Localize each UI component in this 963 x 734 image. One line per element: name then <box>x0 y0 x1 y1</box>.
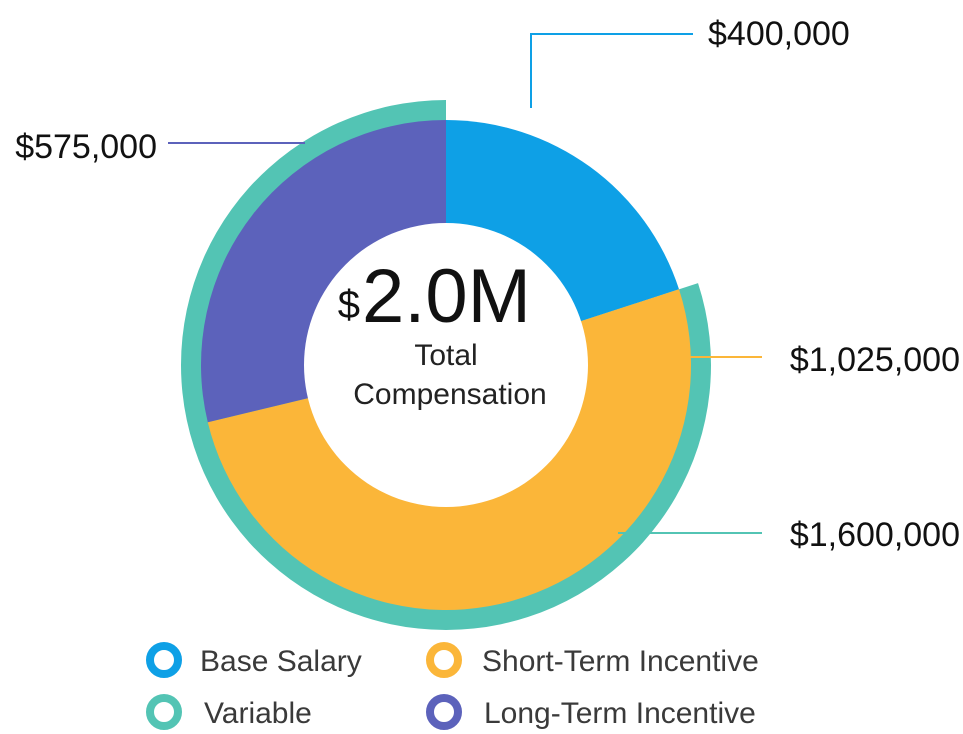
center-label-compensation: Compensation <box>353 378 546 411</box>
leader-line-base-salary <box>530 33 693 108</box>
legend: Base Salary Short-Term Incentive Variabl… <box>146 642 759 730</box>
value-label-variable: $1,600,000 <box>790 516 960 554</box>
value-label-base-salary: $400,000 <box>708 15 850 53</box>
legend-marker-base-salary <box>146 642 182 678</box>
legend-marker-variable <box>146 694 182 730</box>
legend-label-base-salary: Base Salary <box>200 645 362 678</box>
leader-lines <box>168 33 762 534</box>
legend-label-variable: Variable <box>204 697 312 730</box>
donut-hole <box>304 223 588 507</box>
legend-marker-short-term-incentive <box>426 642 462 678</box>
legend-label-long-term-incentive: Long-Term Incentive <box>484 697 756 730</box>
center-currency: $ <box>338 283 360 327</box>
center-label-total: Total <box>414 339 477 372</box>
center-total-value: 2.0M <box>362 254 531 339</box>
value-label-long-term-incentive: $575,000 <box>15 128 157 166</box>
value-label-short-term-incentive: $1,025,000 <box>790 341 960 379</box>
legend-label-short-term-incentive: Short-Term Incentive <box>482 645 759 678</box>
legend-marker-long-term-incentive <box>426 694 462 730</box>
